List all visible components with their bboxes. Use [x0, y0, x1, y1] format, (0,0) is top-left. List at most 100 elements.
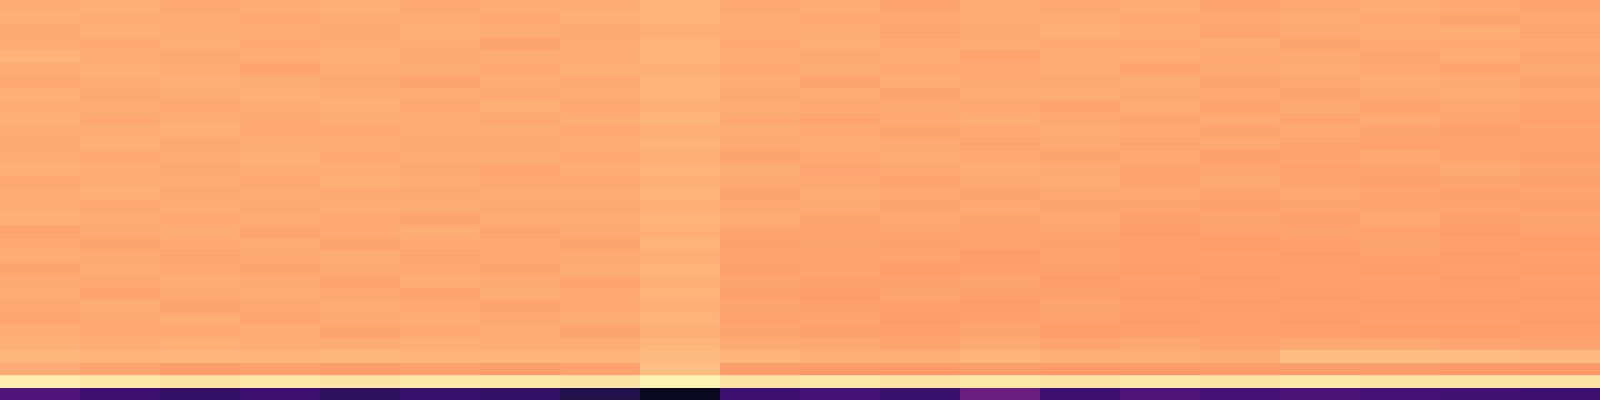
cell: [720, 263, 801, 276]
cell: [1040, 200, 1121, 213]
cell: [320, 13, 401, 26]
cell: [1280, 225, 1361, 238]
cell: [400, 63, 481, 76]
cell: [1520, 75, 1600, 88]
cell: [1120, 125, 1201, 138]
cell: [400, 50, 481, 63]
cell: [880, 363, 961, 376]
cell: [1200, 225, 1281, 238]
cell: [320, 200, 401, 213]
cell: [240, 188, 321, 201]
cell: [1120, 225, 1201, 238]
cell: [240, 363, 321, 376]
cell: [800, 100, 881, 113]
cell: [80, 325, 161, 338]
cell: [0, 275, 81, 288]
cell: [640, 238, 721, 251]
cell: [1120, 175, 1201, 188]
cell: [720, 100, 801, 113]
cell: [960, 113, 1041, 126]
cell: [480, 238, 561, 251]
cell: [1040, 75, 1121, 88]
cell: [560, 100, 641, 113]
cell: [720, 25, 801, 38]
cell: [1200, 213, 1281, 226]
cell: [1040, 175, 1121, 188]
cell: [1280, 50, 1361, 63]
cell: [160, 338, 241, 351]
cell: [960, 338, 1041, 351]
cell: [80, 13, 161, 26]
cell: [1040, 288, 1121, 301]
cell: [800, 263, 881, 276]
cell: [1280, 250, 1361, 263]
cell: [1200, 38, 1281, 51]
cell: [1200, 25, 1281, 38]
cell: [480, 213, 561, 226]
cell: [880, 288, 961, 301]
cell: [160, 163, 241, 176]
cell: [80, 0, 161, 13]
cell: [800, 313, 881, 326]
cell: [720, 163, 801, 176]
cell: [240, 225, 321, 238]
cell: [560, 150, 641, 163]
cell: [960, 250, 1041, 263]
cell: [880, 75, 961, 88]
cell: [1040, 375, 1121, 388]
cell: [160, 288, 241, 301]
cell: [240, 313, 321, 326]
cell: [560, 300, 641, 313]
cell: [1120, 350, 1201, 363]
cell: [880, 200, 961, 213]
cell: [240, 263, 321, 276]
cell: [400, 363, 481, 376]
cell: [1120, 250, 1201, 263]
cell: [1200, 300, 1281, 313]
cell: [1360, 275, 1441, 288]
cell: [880, 63, 961, 76]
cell: [1440, 175, 1521, 188]
cell: [720, 175, 801, 188]
cells: [0, 0, 1600, 400]
cell: [320, 313, 401, 326]
cell: [320, 275, 401, 288]
cell: [1040, 275, 1121, 288]
cell: [880, 175, 961, 188]
cell: [560, 75, 641, 88]
cell: [0, 375, 81, 388]
cell: [1280, 263, 1361, 276]
cell: [560, 125, 641, 138]
cell: [1120, 50, 1201, 63]
cell: [1360, 13, 1441, 26]
cell: [640, 88, 721, 101]
cell: [480, 100, 561, 113]
cell: [1280, 388, 1361, 400]
cell: [400, 138, 481, 151]
cell: [1360, 188, 1441, 201]
cell: [1120, 150, 1201, 163]
cell: [80, 338, 161, 351]
cell: [480, 350, 561, 363]
cell: [880, 238, 961, 251]
cell: [640, 263, 721, 276]
cell: [320, 138, 401, 151]
cell: [1440, 300, 1521, 313]
cell: [1440, 213, 1521, 226]
cell: [1360, 88, 1441, 101]
cell: [400, 163, 481, 176]
cell: [1120, 375, 1201, 388]
cell: [320, 388, 401, 400]
cell: [0, 200, 81, 213]
cell: [640, 375, 721, 388]
cell: [800, 50, 881, 63]
cell: [480, 188, 561, 201]
cell: [1440, 13, 1521, 26]
cell: [1520, 13, 1600, 26]
cell: [400, 213, 481, 226]
cell: [1040, 350, 1121, 363]
cell: [720, 188, 801, 201]
cell: [720, 300, 801, 313]
cell: [1360, 325, 1441, 338]
cell: [240, 25, 321, 38]
